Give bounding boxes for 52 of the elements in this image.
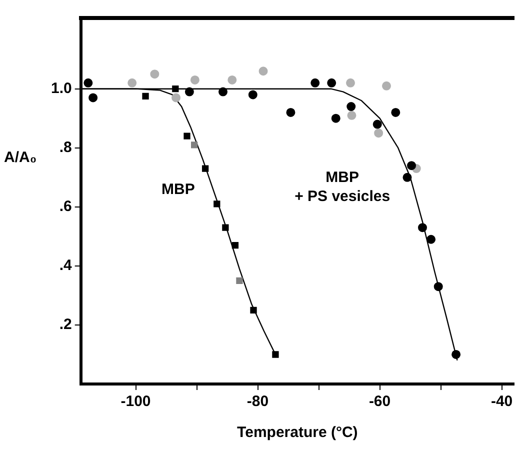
point (150, 70, 160, 79)
series-label: MBP (162, 180, 195, 198)
series-label: MBP + PS vesicles (294, 169, 390, 206)
point (372, 120, 382, 129)
point (190, 142, 198, 148)
x-tick-label: -60 (368, 393, 391, 410)
point (172, 93, 181, 102)
point (310, 78, 320, 88)
y-tick-label: .8 (59, 139, 72, 156)
y-tick-label: .2 (59, 316, 72, 334)
point (272, 351, 279, 358)
point (250, 306, 257, 314)
point (172, 86, 179, 92)
point (190, 75, 200, 84)
x-tick-label: -100 (120, 393, 151, 410)
point (214, 200, 220, 208)
x-tick-label: -80 (246, 393, 269, 410)
point (232, 242, 239, 249)
y-tick-label: .6 (59, 198, 72, 216)
point (248, 90, 258, 100)
point (391, 108, 400, 117)
point (202, 165, 209, 172)
point (236, 277, 243, 284)
y-tick-label: .4 (59, 257, 73, 274)
point (331, 114, 340, 123)
point (426, 234, 436, 244)
point (286, 108, 296, 117)
point (128, 78, 137, 88)
y-axis-title: A/A₀ (4, 149, 37, 166)
point (374, 128, 384, 138)
point (88, 93, 98, 102)
x-axis-title: Temperature (°C) (237, 424, 358, 442)
point (347, 110, 356, 120)
point (346, 102, 356, 112)
point (228, 75, 237, 84)
x-tick-label: -40 (490, 393, 513, 410)
point (402, 172, 412, 182)
y-tick-label: 1.0 (50, 80, 72, 97)
point (327, 78, 336, 88)
point (222, 224, 229, 231)
point (184, 87, 194, 96)
point (346, 78, 355, 88)
point (418, 223, 427, 232)
point (382, 81, 391, 90)
point (218, 87, 228, 96)
point (184, 132, 190, 140)
point (452, 350, 461, 359)
point (142, 92, 149, 100)
point (434, 282, 443, 292)
point (407, 161, 416, 170)
point (258, 66, 268, 76)
point (84, 78, 93, 88)
